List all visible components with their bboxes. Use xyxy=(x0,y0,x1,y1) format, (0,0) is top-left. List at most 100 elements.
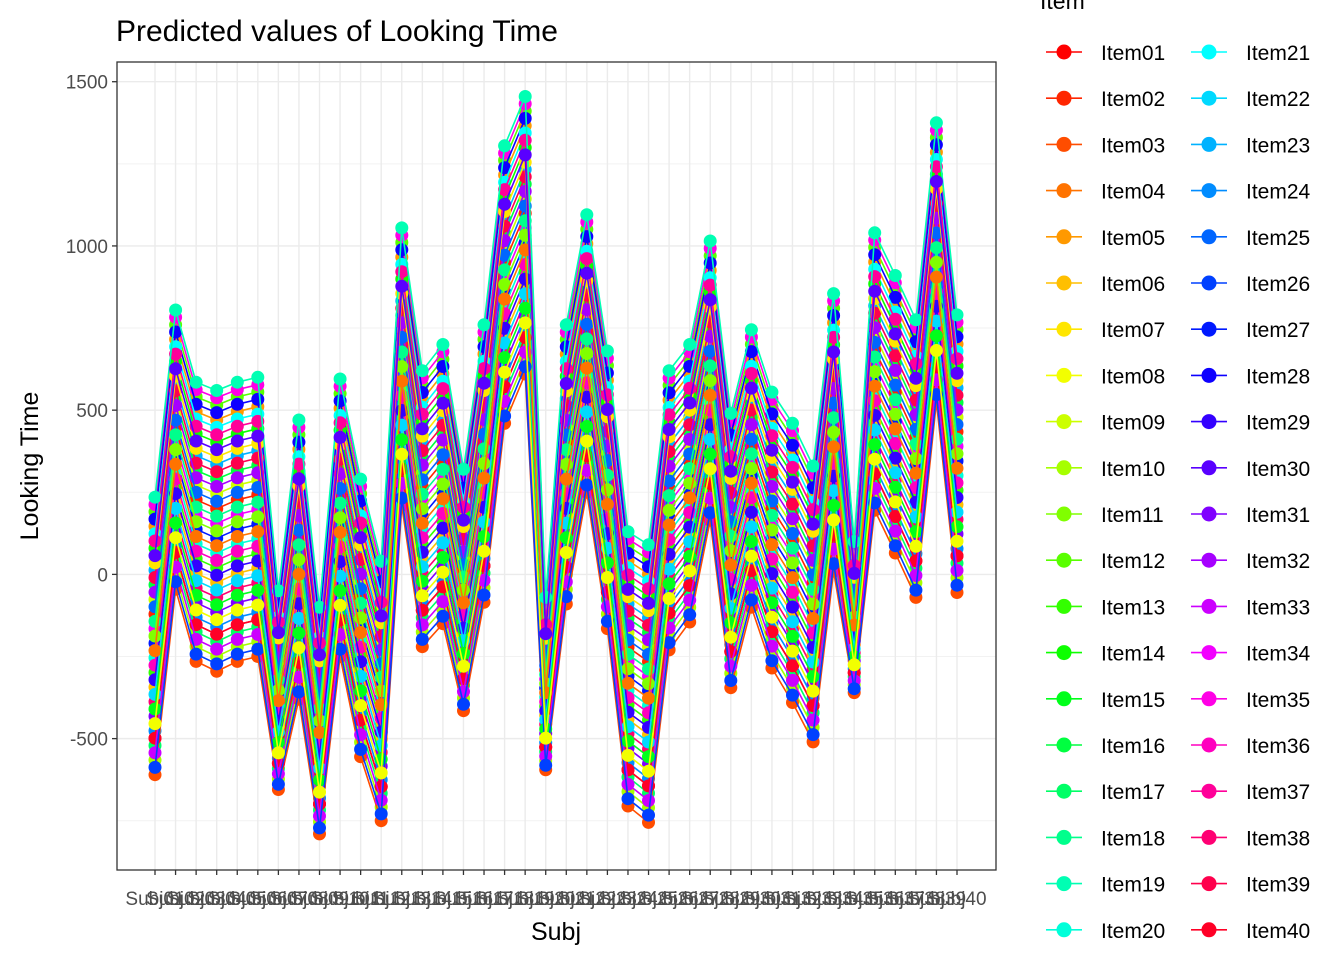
data-point xyxy=(909,583,923,597)
legend-point xyxy=(1201,460,1217,476)
data-point xyxy=(292,523,306,537)
data-point xyxy=(806,728,820,742)
data-point xyxy=(950,432,964,446)
legend-label: Item17 xyxy=(1101,781,1165,804)
legend-label: Item04 xyxy=(1101,181,1166,204)
data-point xyxy=(950,534,964,548)
data-point xyxy=(950,447,964,461)
x-tick-label: Subj25 xyxy=(619,889,678,910)
data-point xyxy=(888,539,902,553)
data-point xyxy=(642,538,655,552)
data-point xyxy=(621,676,635,690)
data-point xyxy=(888,480,902,494)
series-line xyxy=(154,220,958,709)
x-tick-label: Subj16 xyxy=(434,889,493,910)
data-point xyxy=(148,534,162,548)
data-point xyxy=(415,618,429,632)
data-point xyxy=(518,301,532,315)
data-point xyxy=(539,627,553,641)
data-point xyxy=(929,314,943,328)
legend-key xyxy=(1191,367,1227,383)
data-point xyxy=(230,434,244,448)
data-point xyxy=(662,408,676,422)
data-point xyxy=(600,344,614,358)
data-point xyxy=(888,349,902,363)
data-point xyxy=(210,509,224,523)
data-point xyxy=(354,699,368,713)
data-point xyxy=(518,272,532,286)
data-point xyxy=(662,474,676,488)
data-point xyxy=(292,626,306,640)
data-point xyxy=(436,521,450,535)
series-line xyxy=(154,307,958,781)
data-point xyxy=(210,642,224,656)
data-point xyxy=(559,362,573,376)
legend-point xyxy=(1201,922,1217,938)
data-point xyxy=(950,520,964,534)
legend-label: Item05 xyxy=(1101,227,1165,250)
data-point xyxy=(230,375,244,389)
y-axis-title: Looking Time xyxy=(16,392,44,541)
data-point xyxy=(148,490,162,504)
data-point xyxy=(313,636,326,650)
data-point xyxy=(600,556,614,570)
data-point xyxy=(868,284,882,298)
legend-label: Item22 xyxy=(1246,88,1310,111)
data-point xyxy=(786,659,799,673)
data-point xyxy=(621,734,635,748)
legend-key xyxy=(1046,783,1082,799)
data-point xyxy=(888,269,902,282)
data-point xyxy=(271,777,285,791)
data-point xyxy=(210,384,224,397)
data-point xyxy=(703,278,717,292)
data-point xyxy=(642,750,655,764)
data-point xyxy=(827,345,841,359)
data-point xyxy=(251,642,265,656)
data-point xyxy=(929,255,943,269)
data-point xyxy=(724,630,738,644)
chart-title: Predicted values of Looking Time xyxy=(116,15,558,48)
data-point xyxy=(642,691,655,705)
data-point xyxy=(395,265,409,279)
data-point xyxy=(744,505,758,519)
data-point xyxy=(786,615,799,629)
data-point xyxy=(498,278,512,291)
data-point xyxy=(251,392,265,406)
data-point xyxy=(827,498,841,512)
data-point xyxy=(169,575,183,589)
legend-point xyxy=(1056,783,1072,799)
series-item26 xyxy=(148,360,964,835)
data-point xyxy=(292,567,306,581)
legend-label: Item18 xyxy=(1101,827,1165,850)
legend-point xyxy=(1201,367,1217,383)
data-point xyxy=(210,539,224,553)
data-point xyxy=(251,583,265,597)
data-point xyxy=(539,758,553,772)
legend-key xyxy=(1191,737,1227,753)
legend-label: Item31 xyxy=(1246,504,1310,527)
data-point xyxy=(950,578,964,592)
legend-key xyxy=(1046,506,1082,522)
x-tick-label: Subj32 xyxy=(763,889,822,910)
legend-label: Item29 xyxy=(1246,412,1310,435)
data-point xyxy=(477,457,491,470)
data-point xyxy=(909,371,923,385)
data-point xyxy=(950,505,964,519)
legend-point xyxy=(1201,876,1217,892)
data-point xyxy=(271,746,285,760)
legend-label: Item33 xyxy=(1246,596,1310,619)
legend-point xyxy=(1056,229,1072,245)
x-axis: Subj01Subj02Subj03Subj04Subj05Subj06Subj… xyxy=(125,870,987,910)
series-line xyxy=(154,234,958,721)
data-point xyxy=(724,674,738,687)
data-point xyxy=(292,553,306,567)
legend-key xyxy=(1191,90,1227,106)
data-point xyxy=(929,116,943,130)
legend-label: Item23 xyxy=(1246,134,1310,157)
data-point xyxy=(662,489,676,503)
x-tick-label: Subj15 xyxy=(413,889,472,910)
data-point xyxy=(929,226,943,240)
data-point xyxy=(436,536,450,550)
data-point xyxy=(786,460,799,474)
data-point xyxy=(148,717,162,731)
